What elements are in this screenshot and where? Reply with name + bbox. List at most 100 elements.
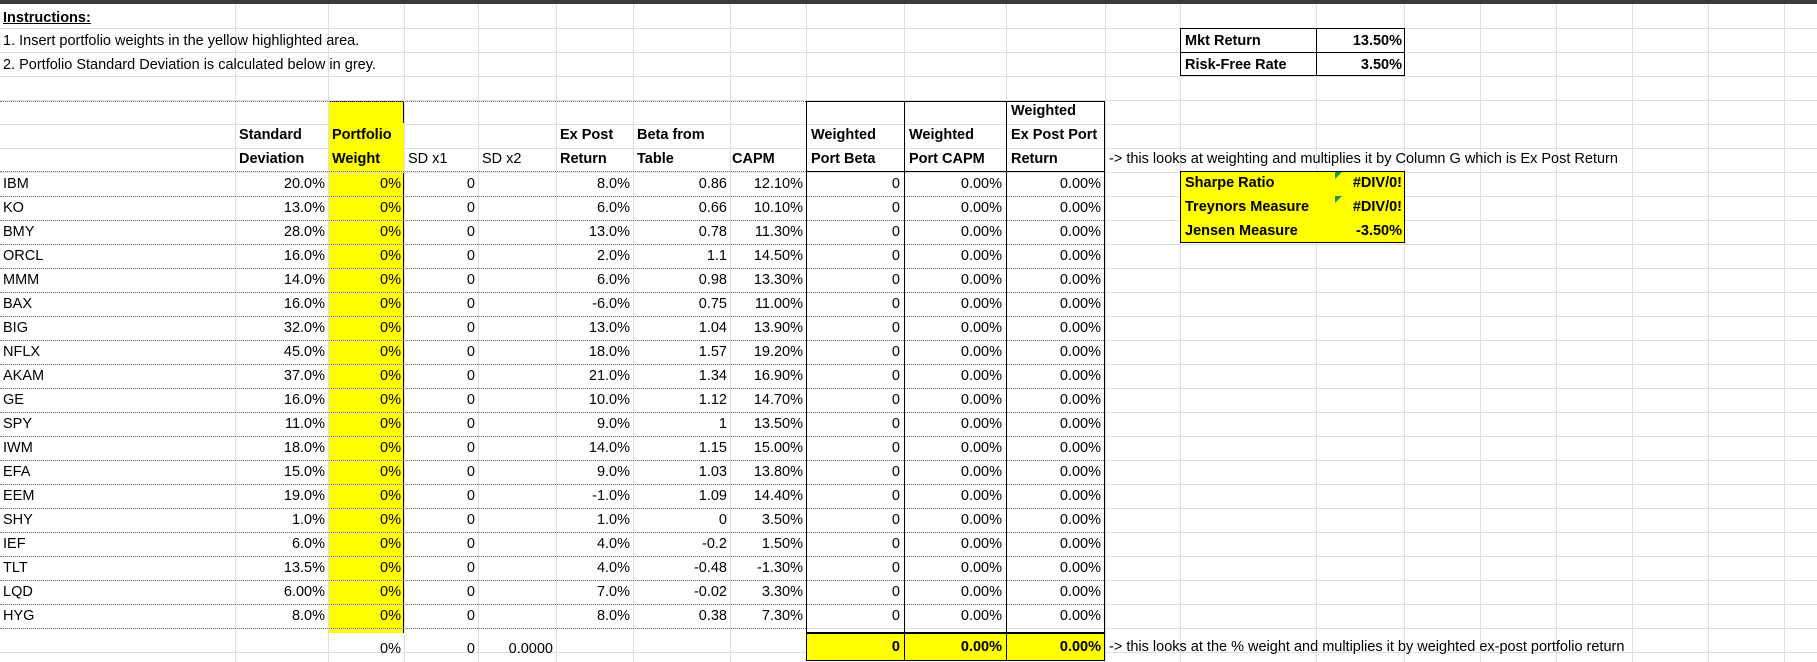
cell-weight[interactable]: 0% (380, 176, 401, 192)
cell-weight[interactable]: 0% (380, 344, 401, 360)
cell-weight[interactable]: 0% (380, 440, 401, 456)
weighted-columns-box (806, 101, 1105, 633)
row-divider (0, 532, 1104, 533)
cell-expost: 6.0% (596, 200, 630, 216)
header-wcapm-line2: Port CAPM (909, 151, 985, 167)
cell-expost: 8.0% (596, 608, 630, 624)
instructions-title: Instructions: (3, 10, 91, 26)
header-wbeta-line2: Port Beta (811, 151, 876, 167)
cell-sdx1: 0 (466, 200, 475, 216)
header-beta-line2: Table (637, 151, 674, 167)
treynor-value[interactable]: #DIV/0! (1352, 199, 1402, 215)
cell-expost: 14.0% (588, 440, 630, 456)
cell-weight[interactable]: 0% (380, 488, 401, 504)
instructions-line-2: 2. Portfolio Standard Deviation is calcu… (3, 57, 376, 73)
cell-capm: 13.50% (753, 416, 803, 432)
cell-expost: -6.0% (592, 296, 630, 312)
cell-wcapm: 0.00% (960, 560, 1002, 576)
header-wexpost-line2: Ex Post Port (1011, 127, 1098, 143)
cell-weight[interactable]: 0% (380, 368, 401, 384)
row-divider (0, 388, 1104, 389)
row-divider (0, 244, 1104, 245)
cell-wbeta: 0 (891, 248, 900, 264)
cell-weight[interactable]: 0% (380, 392, 401, 408)
cell-wexpost: 0.00% (1059, 560, 1101, 576)
cell-capm: 13.90% (753, 320, 803, 336)
row-divider (0, 412, 1104, 413)
cell-ticker: KO (3, 200, 24, 216)
weighted-header-divider (806, 171, 1105, 172)
cell-weight[interactable]: 0% (380, 296, 401, 312)
total-wcapm: 0.00% (960, 639, 1002, 655)
row-divider (0, 628, 806, 629)
weighted-divider-1 (904, 101, 905, 633)
cell-capm: 14.50% (753, 248, 803, 264)
cell-weight[interactable]: 0% (380, 224, 401, 240)
jensen-label: Jensen Measure (1185, 223, 1298, 239)
header-sd-line2: Deviation (239, 151, 305, 167)
treynor-label: Treynors Measure (1185, 199, 1310, 215)
cell-wexpost: 0.00% (1059, 608, 1101, 624)
cell-ticker: HYG (3, 608, 35, 624)
cell-weight[interactable]: 0% (380, 536, 401, 552)
cell-wexpost: 0.00% (1059, 272, 1101, 288)
gridline (328, 4, 329, 662)
metrics-box (1180, 171, 1405, 243)
cell-wcapm: 0.00% (960, 488, 1002, 504)
row-divider (0, 364, 1104, 365)
cell-sd: 14.0% (283, 272, 325, 288)
cell-weight[interactable]: 0% (380, 320, 401, 336)
gridline (1404, 4, 1405, 662)
cell-wbeta: 0 (891, 488, 900, 504)
cell-wcapm: 0.00% (960, 272, 1002, 288)
jensen-value[interactable]: -3.50% (1356, 223, 1402, 239)
cell-wbeta: 0 (891, 272, 900, 288)
cell-capm: 19.20% (753, 344, 803, 360)
cell-sd: 13.0% (283, 200, 325, 216)
cell-expost: 13.0% (588, 320, 630, 336)
cell-sd: 15.0% (283, 464, 325, 480)
cell-sdx1: 0 (466, 488, 475, 504)
cell-beta: -0.48 (693, 560, 727, 576)
row-divider (0, 292, 1104, 293)
cell-ticker: TLT (3, 560, 28, 576)
cell-ticker: IWM (3, 440, 33, 456)
gridline (1556, 4, 1557, 662)
cell-wexpost: 0.00% (1059, 488, 1101, 504)
gridline (1708, 4, 1709, 662)
cell-weight[interactable]: 0% (380, 200, 401, 216)
cell-weight[interactable]: 0% (380, 272, 401, 288)
cell-weight[interactable]: 0% (380, 560, 401, 576)
gridline (1180, 4, 1181, 662)
row-divider (0, 556, 1104, 557)
rf-rate-label: Risk-Free Rate (1185, 57, 1287, 73)
cell-wcapm: 0.00% (960, 248, 1002, 264)
cell-wexpost: 0.00% (1059, 368, 1101, 384)
gridline (1105, 4, 1106, 662)
mkt-return-value[interactable]: 13.50% (1352, 33, 1402, 49)
cell-weight[interactable]: 0% (380, 248, 401, 264)
cell-ticker: AKAM (3, 368, 45, 384)
cell-capm: 7.30% (761, 608, 803, 624)
rf-rate-value[interactable]: 3.50% (1360, 57, 1402, 73)
gridline (0, 52, 1817, 53)
cell-beta: 0.98 (698, 272, 727, 288)
cell-weight[interactable]: 0% (380, 608, 401, 624)
cell-weight[interactable]: 0% (380, 512, 401, 528)
cell-weight[interactable]: 0% (380, 464, 401, 480)
cell-expost: 18.0% (588, 344, 630, 360)
row-divider (0, 580, 1104, 581)
cell-wbeta: 0 (891, 200, 900, 216)
cell-weight[interactable]: 0% (380, 584, 401, 600)
cell-weight[interactable]: 0% (380, 416, 401, 432)
gridline (0, 124, 1817, 125)
cell-wcapm: 0.00% (960, 368, 1002, 384)
header-weight-line2: Weight (329, 147, 404, 171)
cell-sdx1: 0 (466, 320, 475, 336)
cell-sd: 16.0% (283, 392, 325, 408)
sharpe-value[interactable]: #DIV/0! (1352, 175, 1402, 191)
cell-capm: 13.30% (753, 272, 803, 288)
cell-expost: 4.0% (596, 536, 630, 552)
cell-beta: 1.34 (698, 368, 727, 384)
cell-ticker: IBM (3, 176, 29, 192)
